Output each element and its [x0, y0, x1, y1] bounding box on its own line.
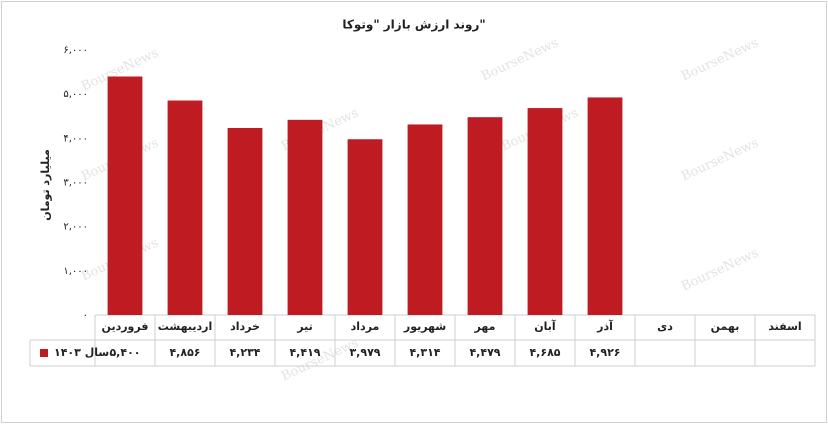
data-label: ۴,۸۵۶	[169, 346, 200, 359]
data-label: ۴,۴۱۹	[289, 346, 320, 359]
data-label: ۴,۹۲۶	[589, 346, 620, 359]
y-tick-label: ۰	[83, 310, 88, 321]
chart-title: روند ارزش بازار "وتوکا"	[342, 18, 485, 33]
y-tick-label: ۳,۰۰۰	[63, 178, 88, 189]
x-tick-label: آبان	[534, 319, 556, 333]
bar	[167, 100, 203, 315]
x-tick-label: فروردین	[102, 320, 149, 333]
bar	[347, 139, 383, 315]
data-label: ۵,۴۰۰	[109, 346, 140, 359]
data-label: ۴,۶۸۵	[529, 346, 560, 359]
legend-label: سال ۱۴۰۳	[54, 346, 109, 359]
y-tick-label: ۴,۰۰۰	[63, 133, 88, 144]
data-label: ۴,۳۱۴	[409, 346, 440, 359]
bar	[467, 117, 503, 316]
x-tick-label: خرداد	[230, 320, 260, 333]
x-tick-label: بهمن	[711, 320, 740, 333]
bar	[527, 108, 563, 316]
x-tick-label: اردیبهشت	[158, 320, 212, 333]
bar	[107, 76, 143, 315]
bar	[287, 119, 323, 315]
y-tick-label: ۲,۰۰۰	[63, 222, 88, 233]
y-axis-label: میلیارد تومان	[39, 149, 52, 221]
x-tick-label: آذر	[596, 319, 613, 333]
x-tick-label: مرداد	[351, 320, 380, 333]
data-label: ۴,۲۳۴	[229, 346, 260, 359]
x-tick-label: دی	[657, 320, 673, 333]
bar	[227, 127, 263, 315]
x-tick-label: اسفند	[768, 320, 801, 333]
x-tick-label: تیر	[296, 320, 312, 333]
y-tick-label: ۵,۰۰۰	[63, 89, 88, 100]
data-label: ۴,۴۷۹	[469, 346, 500, 359]
legend-swatch	[40, 349, 48, 357]
x-tick-label: مهر	[474, 320, 496, 333]
x-tick-label: شهریور	[403, 320, 446, 333]
bar	[587, 97, 623, 315]
y-tick-label: ۶,۰۰۰	[63, 45, 88, 56]
bar	[407, 124, 443, 315]
y-tick-label: ۱,۰۰۰	[63, 266, 88, 277]
data-label: ۳,۹۷۹	[349, 346, 380, 359]
